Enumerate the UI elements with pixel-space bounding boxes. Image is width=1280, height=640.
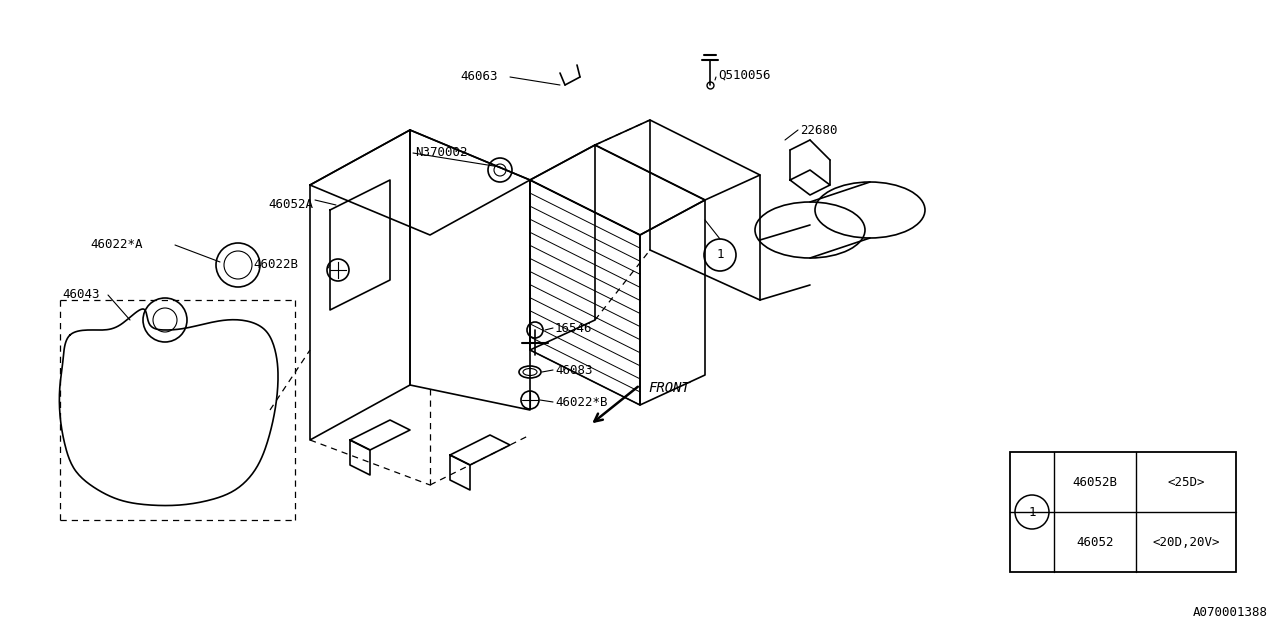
Text: A070001388: A070001388 xyxy=(1193,605,1268,618)
Text: 46052: 46052 xyxy=(1076,536,1114,548)
Text: 1: 1 xyxy=(1028,506,1036,518)
Text: 46043: 46043 xyxy=(61,289,100,301)
Text: 22680: 22680 xyxy=(800,124,837,136)
Text: 46052B: 46052B xyxy=(1073,476,1117,488)
Text: 46063: 46063 xyxy=(460,70,498,83)
Text: Q510056: Q510056 xyxy=(718,68,771,81)
Text: FRONT: FRONT xyxy=(648,381,690,395)
Text: <20D,20V>: <20D,20V> xyxy=(1152,536,1220,548)
Bar xyxy=(1010,452,1236,572)
Text: <25D>: <25D> xyxy=(1167,476,1204,488)
Text: N370002: N370002 xyxy=(415,147,467,159)
Text: 46022*B: 46022*B xyxy=(556,396,608,408)
Text: 46022B: 46022B xyxy=(253,259,298,271)
Text: 16546: 16546 xyxy=(556,321,593,335)
Text: 46022*A: 46022*A xyxy=(90,239,142,252)
Text: 46052A: 46052A xyxy=(268,198,314,211)
Text: 46083: 46083 xyxy=(556,364,593,376)
Text: 1: 1 xyxy=(717,248,723,262)
